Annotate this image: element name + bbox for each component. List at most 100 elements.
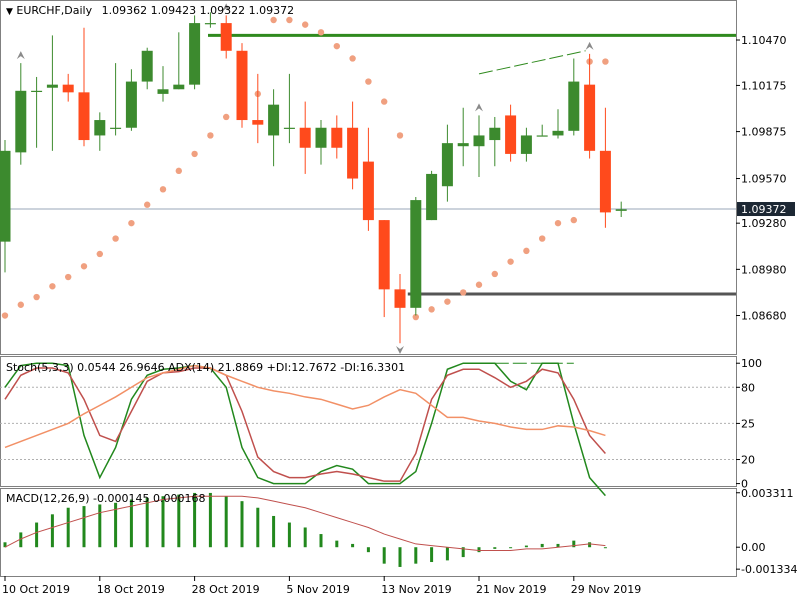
macd-histogram-bar xyxy=(161,496,165,548)
sar-dot xyxy=(144,201,151,208)
sar-dot xyxy=(523,247,530,255)
candle-down xyxy=(299,127,311,148)
ohlc-values: 1.09362 1.09423 1.09322 1.09372 xyxy=(101,4,295,17)
sar-dot xyxy=(65,273,72,281)
panel-frames xyxy=(0,0,737,577)
macd-histogram-bar xyxy=(493,547,497,549)
time-tick-label: 5 Nov 2019 xyxy=(286,583,349,596)
macd-header: MACD(12,26,9) -0.000145 0.000168 xyxy=(6,492,206,505)
macd-histogram-bar xyxy=(50,514,54,548)
symbol-timeframe-label: EURCHF,Daily xyxy=(16,4,93,17)
candle-down xyxy=(378,220,390,290)
macd-histogram-bar xyxy=(145,497,149,548)
current-price-badge xyxy=(737,202,795,217)
macd-histogram-bar xyxy=(540,543,544,548)
sar-dot xyxy=(602,58,609,65)
sar-dot xyxy=(128,219,135,227)
sar-dot xyxy=(349,55,356,62)
macd-histogram-bar xyxy=(303,527,307,548)
fractal-up-icon xyxy=(585,41,594,50)
oscillator-tick-label: 20 xyxy=(741,454,755,467)
price-tick-label: 1.08680 xyxy=(741,310,787,323)
macd-histogram-bar xyxy=(82,506,86,548)
macd-histogram-bar xyxy=(509,547,513,549)
macd-tick-label: 0.00 xyxy=(741,541,766,554)
fractal-up-icon xyxy=(16,51,25,60)
oscillator-tick-label: 100 xyxy=(741,357,762,370)
price-header: ▼ EURCHF,Daily 1.09362 1.09423 1.09322 1… xyxy=(6,4,294,17)
macd-histogram-bar xyxy=(366,547,370,553)
candle-down xyxy=(62,84,74,93)
candle-up xyxy=(173,84,185,90)
stochastic-adx-panel[interactable]: 100 80 25 20 0 xyxy=(0,357,762,497)
macd-histogram-bar xyxy=(256,507,260,548)
candle-up xyxy=(457,143,469,147)
sar-dot xyxy=(49,283,56,290)
time-tick-label: 29 Nov 2019 xyxy=(571,583,641,596)
sar-dot xyxy=(333,42,340,50)
sar-dot xyxy=(270,16,277,24)
candle-down xyxy=(220,23,232,51)
candle-up xyxy=(189,23,201,85)
candle-down xyxy=(394,289,406,308)
sar-dot xyxy=(96,250,104,258)
price-tick-label: 1.09280 xyxy=(741,217,787,230)
fractal-up-icon xyxy=(475,103,483,112)
sar-dot xyxy=(191,150,198,158)
candle-up xyxy=(157,89,169,94)
candle-up xyxy=(268,104,280,136)
macd-tick-label: 0.003311 xyxy=(741,487,794,500)
sar-dot xyxy=(286,16,293,24)
candle-down xyxy=(347,127,359,179)
price-tick-label: 1.08980 xyxy=(741,263,787,276)
candle-up xyxy=(125,81,137,128)
candle-down xyxy=(331,127,343,148)
sar-dot xyxy=(507,258,514,265)
sar-dot xyxy=(491,270,498,278)
panel-frame xyxy=(0,356,737,487)
price-tick-label: 1.09570 xyxy=(741,173,787,186)
candle-up xyxy=(141,50,153,82)
macd-histogram-bar xyxy=(398,547,402,567)
price-panel[interactable] xyxy=(0,3,736,354)
candle-up xyxy=(15,90,27,153)
macd-panel[interactable]: 0.003311 0.00 -0.001334 xyxy=(3,487,798,576)
current-price-label: 1.09372 xyxy=(741,203,787,216)
macd-histogram-bar xyxy=(414,547,418,564)
symbol-menu-icon[interactable]: ▼ xyxy=(6,7,13,17)
sar-dot xyxy=(381,98,388,105)
candle-up xyxy=(615,209,627,211)
macd-histogram-bar xyxy=(445,547,449,561)
price-tick-label: 1.09875 xyxy=(741,126,787,139)
sar-dot xyxy=(223,113,230,121)
sar-dot xyxy=(317,29,325,36)
candle-up xyxy=(0,150,11,242)
macd-histogram-bar xyxy=(556,543,560,548)
candle-up xyxy=(473,135,485,147)
macd-histogram-bar xyxy=(66,507,70,548)
macd-histogram-bar xyxy=(240,501,244,548)
macd-histogram-bar xyxy=(3,542,7,548)
fractal-up-icon xyxy=(222,3,231,12)
macd-histogram-bar xyxy=(98,504,102,548)
time-tick-label: 28 Oct 2019 xyxy=(192,583,260,596)
sar-dot xyxy=(539,235,546,242)
sar-dot xyxy=(33,293,40,301)
oscillator-series-line xyxy=(4,364,606,449)
macd-histogram-bar xyxy=(430,547,434,563)
candle-up xyxy=(94,120,106,136)
sar-dot xyxy=(396,132,404,139)
fractal-down-icon xyxy=(396,346,404,354)
macd-histogram-bar xyxy=(208,492,212,548)
sar-dot xyxy=(570,216,577,224)
candle-down xyxy=(236,50,248,121)
price-tick-label: 1.10470 xyxy=(741,34,787,47)
sar-dot xyxy=(175,167,182,175)
price-tick-label: 1.10175 xyxy=(741,79,787,92)
sar-dot xyxy=(207,132,214,139)
candle-up xyxy=(489,127,501,141)
candle-up xyxy=(283,127,295,129)
candle-up xyxy=(552,130,564,136)
